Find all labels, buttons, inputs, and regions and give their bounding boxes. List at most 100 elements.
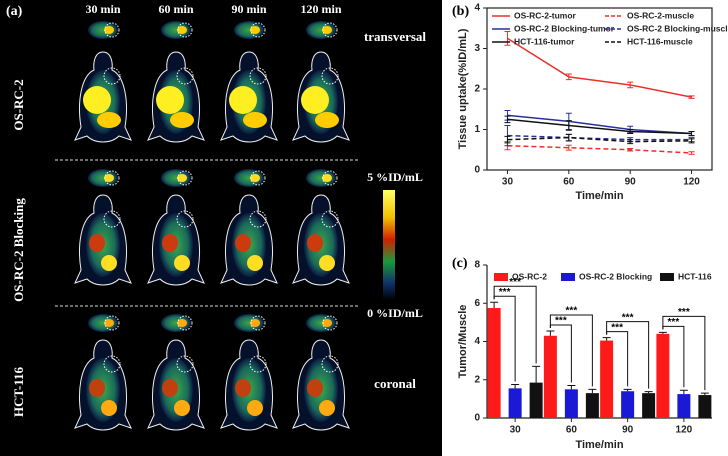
legend-label: OS-RC-2 Blocking: [579, 271, 652, 281]
bar: [698, 395, 712, 418]
y-axis-label: Tumor/Muscle: [457, 305, 469, 379]
legend-swatch: [494, 273, 508, 281]
significance-label: ***: [499, 287, 511, 298]
legend-label: OS-RC-2-muscle: [627, 10, 694, 20]
legend-label: OS-RC-2 Blocking-muscle: [627, 23, 728, 33]
tumor-roi: [321, 67, 339, 85]
organ: [83, 86, 111, 114]
error-bar: [602, 337, 611, 341]
tumor-roi: [249, 210, 267, 228]
y-tick-label: 4: [474, 336, 480, 347]
time-label: 90 min: [231, 2, 266, 16]
transversal-image: [161, 314, 191, 332]
uptake: [104, 319, 114, 327]
bar: [543, 335, 557, 418]
view-label: transversal: [364, 29, 426, 44]
tumor-roi: [104, 22, 120, 38]
legend-label: HCT-116: [678, 271, 712, 281]
organ: [235, 379, 251, 397]
significance-label: ***: [668, 317, 680, 328]
transversal-image: [88, 169, 118, 187]
organ: [174, 400, 190, 416]
tumor-roi: [250, 170, 266, 186]
y-axis-label: Tissue uptake(%ID/mL): [457, 28, 469, 149]
significance-bracket: [662, 315, 706, 391]
organ: [307, 234, 323, 252]
colorbar-max: 5 %ID/mL: [367, 170, 423, 184]
organ: [247, 255, 263, 271]
uptake: [322, 26, 332, 34]
significance-label: ***: [611, 322, 623, 333]
tumor-roi: [177, 170, 193, 186]
error-bar: [546, 330, 555, 336]
uptake: [104, 174, 114, 182]
panel-label: (c): [452, 256, 468, 271]
organ: [247, 400, 263, 416]
time-label: 30 min: [85, 2, 120, 16]
tumor-roi: [249, 67, 267, 85]
y-tick-label: 2: [474, 374, 480, 385]
row-label: HCT-116: [11, 366, 26, 417]
transversal-image: [306, 314, 336, 332]
uptake: [250, 319, 260, 327]
bar: [564, 389, 578, 418]
x-tick-label: 90: [622, 425, 634, 436]
x-tick-label: 120: [683, 177, 700, 188]
legend-swatch: [561, 273, 575, 281]
colorbar-min: 0 %ID/mL: [367, 306, 423, 320]
uptake: [322, 174, 332, 182]
tumor-roi: [250, 22, 266, 38]
x-tick-label: 30: [502, 177, 514, 188]
tumor-roi: [321, 355, 339, 373]
bar: [642, 393, 656, 418]
significance-label: ***: [566, 306, 578, 317]
bar: [600, 340, 614, 418]
error-bar: [688, 151, 695, 155]
error-bar: [565, 73, 572, 81]
tumor-roi: [322, 170, 338, 186]
chart-b: 0 1 2 3 4 30 60 90 120 OS-RC-2-tumor OS-RC-2 Block…: [452, 3, 728, 202]
error-bar: [658, 331, 667, 334]
tumor-roi: [104, 315, 120, 331]
tumor-roi: [176, 355, 194, 373]
tumor-roi: [249, 355, 267, 373]
chart-c: 0246830******60******90******120******OS…: [452, 256, 712, 451]
organ: [243, 112, 267, 128]
error-bar: [627, 148, 634, 152]
y-tick-label: 6: [474, 298, 480, 309]
uptake: [177, 174, 187, 182]
organ: [319, 400, 335, 416]
bar: [508, 388, 522, 418]
x-tick-label: 60: [563, 177, 575, 188]
transversal-image: [234, 21, 264, 39]
organ: [170, 112, 194, 128]
legend-label: OS-RC-2: [512, 271, 547, 281]
error-bar: [504, 115, 511, 124]
series-line: [507, 114, 692, 135]
significance-label: ***: [555, 316, 567, 327]
uptake: [250, 26, 260, 34]
error-bar: [644, 391, 653, 394]
organ: [301, 86, 329, 114]
view-label: coronal: [374, 376, 416, 391]
error-bar: [627, 139, 634, 145]
tumor-roi: [104, 170, 120, 186]
tumor-roi: [177, 315, 193, 331]
series-line: [507, 118, 692, 135]
bar: [656, 333, 670, 418]
legend-label: OS-RC-2-tumor: [514, 10, 577, 20]
uptake: [104, 26, 114, 34]
panel-label: (b): [452, 4, 469, 19]
organ: [89, 234, 105, 252]
y-tick-label: 3: [474, 43, 480, 54]
error-bar: [627, 129, 634, 135]
significance-label: ***: [622, 312, 634, 323]
transversal-image: [234, 169, 264, 187]
panel-label: (a): [6, 4, 23, 19]
y-tick-label: 0: [474, 413, 480, 424]
y-tick-label: 1: [474, 124, 480, 135]
significance-label: ***: [509, 277, 521, 288]
row-label: OS-RC-2: [11, 79, 26, 130]
tumor-roi: [177, 22, 193, 38]
error-bar: [688, 95, 695, 99]
